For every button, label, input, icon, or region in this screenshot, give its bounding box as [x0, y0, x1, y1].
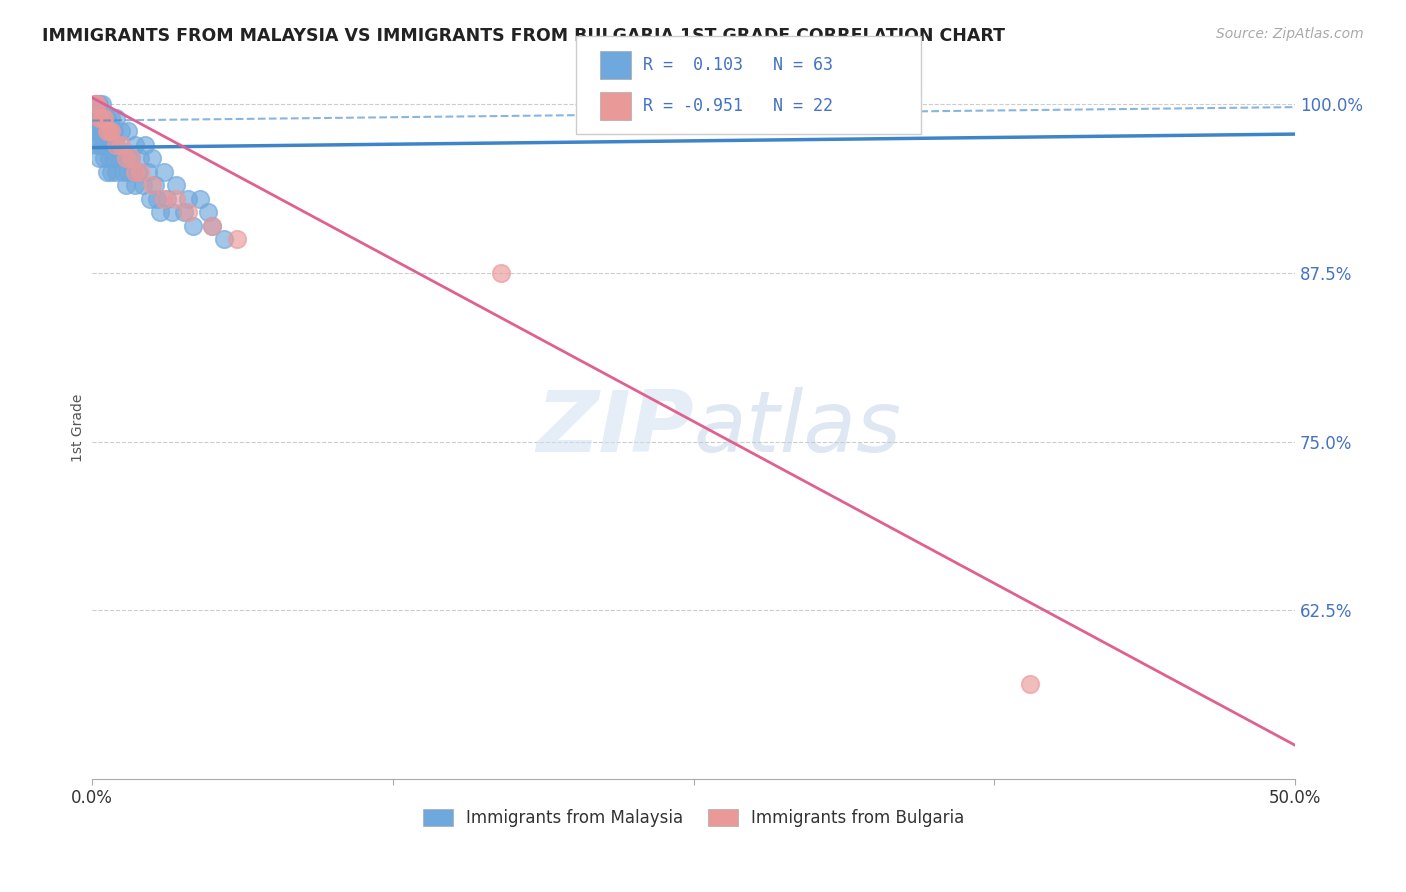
Point	[105, 165, 128, 179]
Point	[105, 111, 128, 125]
Point	[100, 137, 122, 152]
Point	[112, 165, 135, 179]
Point	[83, 97, 105, 112]
Point	[1019, 677, 1042, 691]
Point	[117, 124, 139, 138]
Point	[96, 165, 118, 179]
Point	[141, 178, 163, 193]
Point	[134, 137, 156, 152]
Point	[93, 152, 115, 166]
Point	[98, 124, 121, 138]
Text: Source: ZipAtlas.com: Source: ZipAtlas.com	[1216, 27, 1364, 41]
Point	[100, 124, 122, 138]
Point	[83, 111, 105, 125]
Point	[83, 124, 105, 138]
Point	[148, 205, 170, 219]
Point	[146, 192, 169, 206]
Point	[86, 97, 108, 112]
Point	[105, 137, 128, 152]
Point	[129, 152, 152, 166]
Point	[197, 205, 219, 219]
Point	[100, 165, 122, 179]
Point	[136, 165, 159, 179]
Point	[153, 165, 176, 179]
Legend: Immigrants from Malaysia, Immigrants from Bulgaria: Immigrants from Malaysia, Immigrants fro…	[416, 802, 972, 834]
Point	[90, 124, 112, 138]
Point	[89, 152, 111, 166]
Point	[103, 152, 125, 166]
Point	[100, 111, 122, 125]
Point	[89, 124, 111, 138]
Point	[124, 165, 146, 179]
Text: atlas: atlas	[693, 386, 901, 470]
Point	[86, 124, 108, 138]
Point	[115, 178, 138, 193]
Point	[177, 192, 200, 206]
Point	[173, 205, 195, 219]
Point	[90, 97, 112, 112]
Point	[120, 152, 142, 166]
Point	[98, 152, 121, 166]
Point	[115, 152, 138, 166]
Point	[89, 111, 111, 125]
Point	[127, 165, 149, 179]
Point	[86, 97, 108, 112]
Text: IMMIGRANTS FROM MALAYSIA VS IMMIGRANTS FROM BULGARIA 1ST GRADE CORRELATION CHART: IMMIGRANTS FROM MALAYSIA VS IMMIGRANTS F…	[42, 27, 1005, 45]
Point	[190, 192, 212, 206]
Point	[165, 178, 187, 193]
Point	[83, 97, 105, 112]
Point	[96, 111, 118, 125]
Point	[89, 111, 111, 125]
Text: R =  0.103   N = 63: R = 0.103 N = 63	[643, 56, 832, 74]
Point	[129, 165, 152, 179]
Point	[110, 124, 132, 138]
Point	[117, 165, 139, 179]
Point	[143, 178, 166, 193]
Point	[131, 178, 153, 193]
Point	[103, 124, 125, 138]
Point	[96, 137, 118, 152]
Text: R = -0.951   N = 22: R = -0.951 N = 22	[643, 97, 832, 115]
Point	[93, 111, 115, 125]
Point	[181, 219, 204, 233]
Y-axis label: 1st Grade: 1st Grade	[72, 394, 86, 462]
Point	[96, 124, 118, 138]
Point	[225, 232, 247, 246]
Point	[86, 111, 108, 125]
Point	[139, 192, 162, 206]
Point	[156, 192, 179, 206]
Text: ZIP: ZIP	[536, 386, 693, 470]
Point	[160, 205, 183, 219]
Point	[141, 152, 163, 166]
Point	[489, 266, 512, 280]
Point	[93, 137, 115, 152]
Point	[98, 124, 121, 138]
Point	[214, 232, 236, 246]
Point	[201, 219, 224, 233]
Point	[89, 137, 111, 152]
Point	[110, 152, 132, 166]
Point	[153, 192, 176, 206]
Point	[165, 192, 187, 206]
Point	[107, 152, 129, 166]
Point	[93, 111, 115, 125]
Point	[90, 137, 112, 152]
Point	[177, 205, 200, 219]
Point	[124, 178, 146, 193]
Point	[105, 137, 128, 152]
Point	[124, 137, 146, 152]
Point	[90, 111, 112, 125]
Point	[120, 152, 142, 166]
Point	[89, 97, 111, 112]
Point	[110, 137, 132, 152]
Point	[201, 219, 224, 233]
Point	[122, 165, 145, 179]
Point	[86, 137, 108, 152]
